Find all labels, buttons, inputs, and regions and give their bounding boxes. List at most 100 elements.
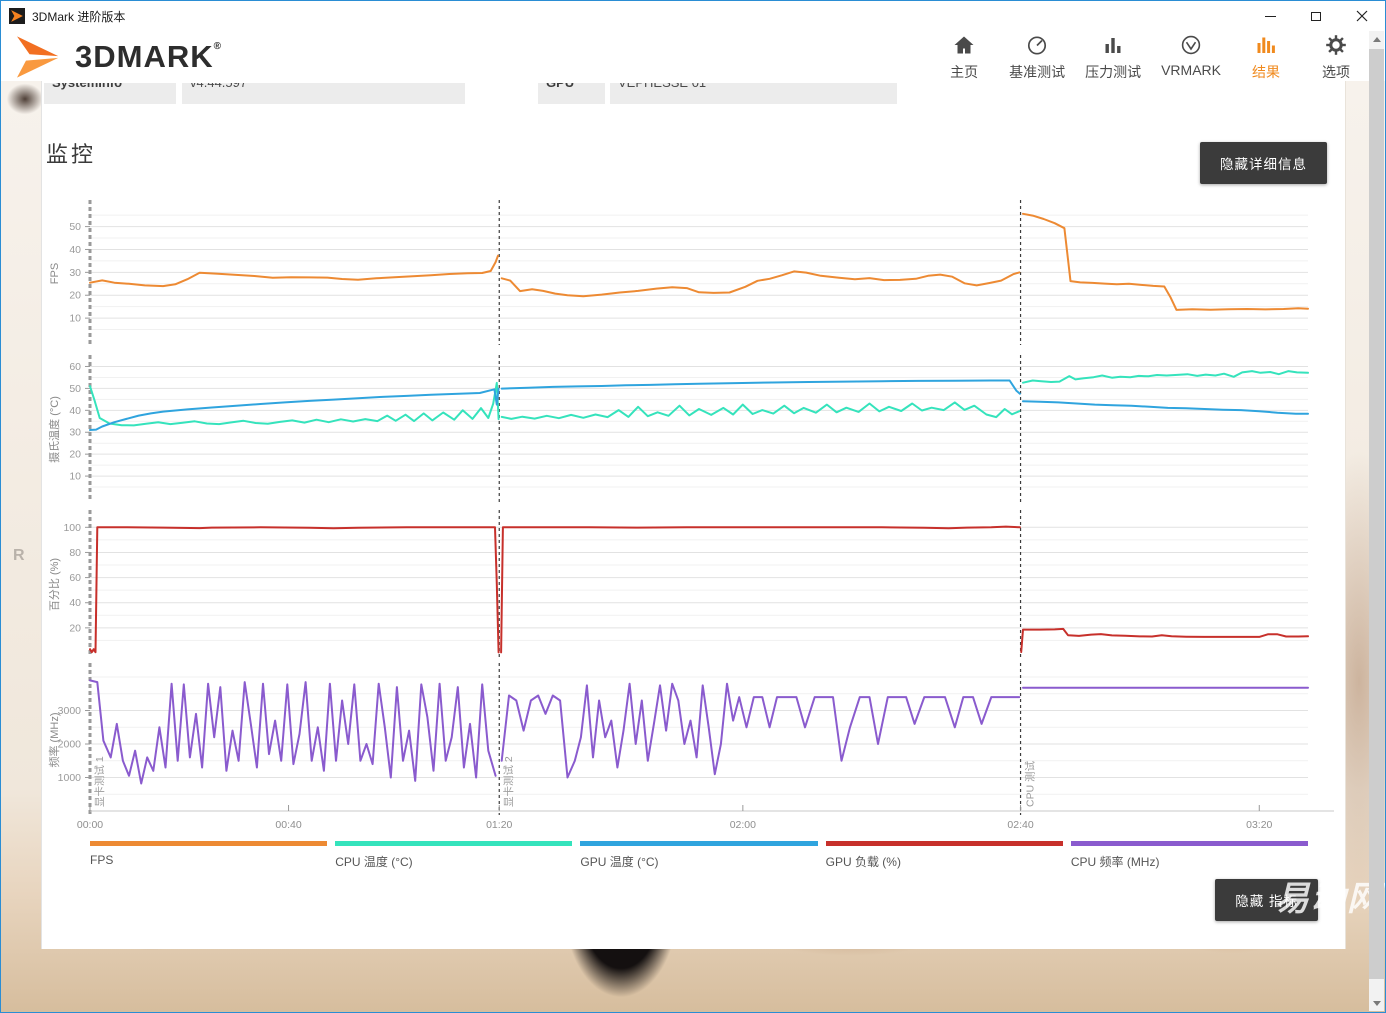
nav-results-label: 结果	[1252, 64, 1280, 80]
legend-color-bar	[1070, 841, 1309, 846]
results-bars-icon	[1257, 37, 1275, 53]
bar-chart-icon	[1105, 38, 1121, 53]
scrollbar-down-arrow[interactable]	[1369, 995, 1384, 1011]
app-icon	[9, 8, 25, 24]
nav-benchmarks[interactable]: 基准测试	[1009, 33, 1065, 82]
legend-label: FPS	[90, 853, 114, 867]
maximize-icon	[1311, 11, 1321, 21]
minimize-icon	[1264, 15, 1276, 17]
logo-text: 3DMARK®	[75, 39, 222, 74]
svg-text:3000: 3000	[58, 705, 82, 717]
monitor-panel: SystemInfo v4.44.597 GPU VEPHESSE 01 监控 …	[41, 81, 1346, 949]
gauge-icon	[1028, 36, 1047, 55]
info-cell-gpu-label: GPU	[538, 83, 605, 104]
system-info-row: SystemInfo v4.44.597 GPU VEPHESSE 01	[42, 83, 1345, 104]
home-icon	[954, 36, 974, 54]
legend-color-bar	[825, 841, 1063, 846]
gear-icon	[1326, 35, 1346, 55]
info-cell-systeminfo-label: SystemInfo	[44, 83, 176, 104]
svg-text:CPU 测试: CPU 测试	[1024, 760, 1037, 807]
svg-text:2000: 2000	[58, 739, 82, 751]
time-axis: 00:00 00:40 01:20 02:00 02:40 03:20	[77, 805, 1334, 831]
page-title: 监控	[46, 142, 97, 167]
svg-text:80: 80	[69, 547, 81, 559]
svg-text:10: 10	[69, 313, 81, 325]
svg-text:30: 30	[69, 267, 81, 279]
maximize-button[interactable]	[1293, 1, 1339, 31]
fps-chart: 10 20 30 40 50 FPS	[49, 200, 1309, 345]
svg-text:50: 50	[69, 221, 81, 233]
svg-text:显卡测试 2: 显卡测试 2	[502, 756, 515, 807]
wallpaper-artifact-letter: R	[13, 547, 25, 564]
legend-item: GPU 负载 (%)	[825, 841, 1063, 870]
svg-text:02:40: 02:40	[1007, 819, 1033, 831]
down-triangle-icon	[1372, 1000, 1381, 1006]
minimize-button[interactable]	[1247, 1, 1293, 31]
legend-label: GPU 温度 (°C)	[580, 855, 659, 869]
svg-text:20: 20	[69, 290, 81, 302]
svg-text:03:20: 03:20	[1246, 819, 1272, 831]
close-icon	[1356, 10, 1368, 22]
site-watermark: 易动网	[1275, 880, 1383, 918]
legend-item: CPU 温度 (°C)	[335, 841, 573, 870]
svg-text:FPS: FPS	[49, 263, 61, 284]
svg-text:显卡测试 1: 显卡测试 1	[93, 756, 106, 807]
header: 3DMARK® 主页 基准测试 压力测试 VRMARK 结果	[1, 31, 1385, 81]
logo-mark-icon	[17, 36, 59, 78]
svg-text:00:00: 00:00	[77, 819, 103, 831]
svg-text:1000: 1000	[58, 772, 82, 784]
main-nav: 主页 基准测试 压力测试 VRMARK 结果 选项	[939, 33, 1361, 82]
svg-text:20: 20	[69, 622, 81, 634]
svg-text:60: 60	[69, 361, 81, 373]
svg-text:百分比 (%): 百分比 (%)	[48, 558, 61, 611]
vrmark-icon	[1181, 35, 1201, 55]
svg-text:02:00: 02:00	[730, 819, 756, 831]
hide-metrics-button[interactable]: 隐藏 指标	[1215, 879, 1318, 921]
legend-label: CPU 频率 (MHz)	[1070, 855, 1160, 869]
legend-color-bar	[90, 841, 328, 846]
svg-text:60: 60	[69, 572, 81, 584]
svg-text:摄氏温度 (°C): 摄氏温度 (°C)	[47, 396, 61, 463]
nav-home[interactable]: 主页	[939, 33, 989, 82]
legend-color-bar	[335, 841, 573, 846]
nav-results[interactable]: 结果	[1241, 33, 1291, 82]
up-triangle-icon	[1372, 36, 1381, 42]
nav-options-label: 选项	[1322, 64, 1350, 80]
svg-text:20: 20	[69, 449, 81, 461]
nav-options[interactable]: 选项	[1311, 33, 1361, 82]
vertical-scrollbar[interactable]	[1369, 31, 1384, 1011]
nav-vrmark-label: VRMARK	[1161, 62, 1221, 78]
svg-text:40: 40	[69, 597, 81, 609]
legend-item: FPS	[90, 841, 328, 870]
nav-vrmark[interactable]: VRMARK	[1161, 33, 1221, 82]
logo-registered-mark: ®	[213, 41, 222, 52]
logo: 3DMARK®	[17, 35, 222, 79]
legend-label: GPU 负载 (%)	[825, 855, 901, 869]
scrollbar-thumb[interactable]	[1369, 49, 1384, 979]
chart-legend: FPS CPU 温度 (°C) GPU 温度 (°C) GPU 负载 (%) CPU 频…	[90, 841, 1309, 870]
svg-text:100: 100	[63, 522, 81, 534]
nav-stress-tests-label: 压力测试	[1085, 64, 1142, 80]
nav-benchmarks-label: 基准测试	[1009, 64, 1066, 80]
scrollbar-up-arrow[interactable]	[1369, 31, 1384, 47]
legend-item: CPU 频率 (MHz)	[1070, 841, 1309, 870]
window-title: 3DMark 进阶版本	[32, 9, 126, 24]
svg-text:频率 (MHz): 频率 (MHz)	[47, 713, 61, 768]
svg-text:40: 40	[69, 405, 81, 417]
close-button[interactable]	[1339, 1, 1385, 31]
svg-text:10: 10	[69, 471, 81, 483]
percent-chart: 20 40 60 80 100 百分比 (%)	[48, 510, 1309, 657]
temperature-chart: 10 20 30 40 50 60 摄氏温度 (°C)	[47, 355, 1309, 502]
hide-details-button[interactable]: 隐藏详细信息	[1200, 142, 1327, 184]
title-bar: 3DMark 进阶版本	[1, 1, 1385, 31]
legend-label: CPU 温度 (°C)	[335, 855, 413, 869]
svg-text:50: 50	[69, 383, 81, 395]
svg-text:01:20: 01:20	[486, 819, 512, 831]
nav-stress-tests[interactable]: 压力测试	[1085, 33, 1141, 82]
nav-home-label: 主页	[950, 64, 979, 80]
info-cell-systeminfo-value: v4.44.597	[182, 83, 465, 104]
info-cell-gpu-value: VEPHESSE 01	[610, 83, 897, 104]
legend-item: GPU 温度 (°C)	[580, 841, 818, 870]
